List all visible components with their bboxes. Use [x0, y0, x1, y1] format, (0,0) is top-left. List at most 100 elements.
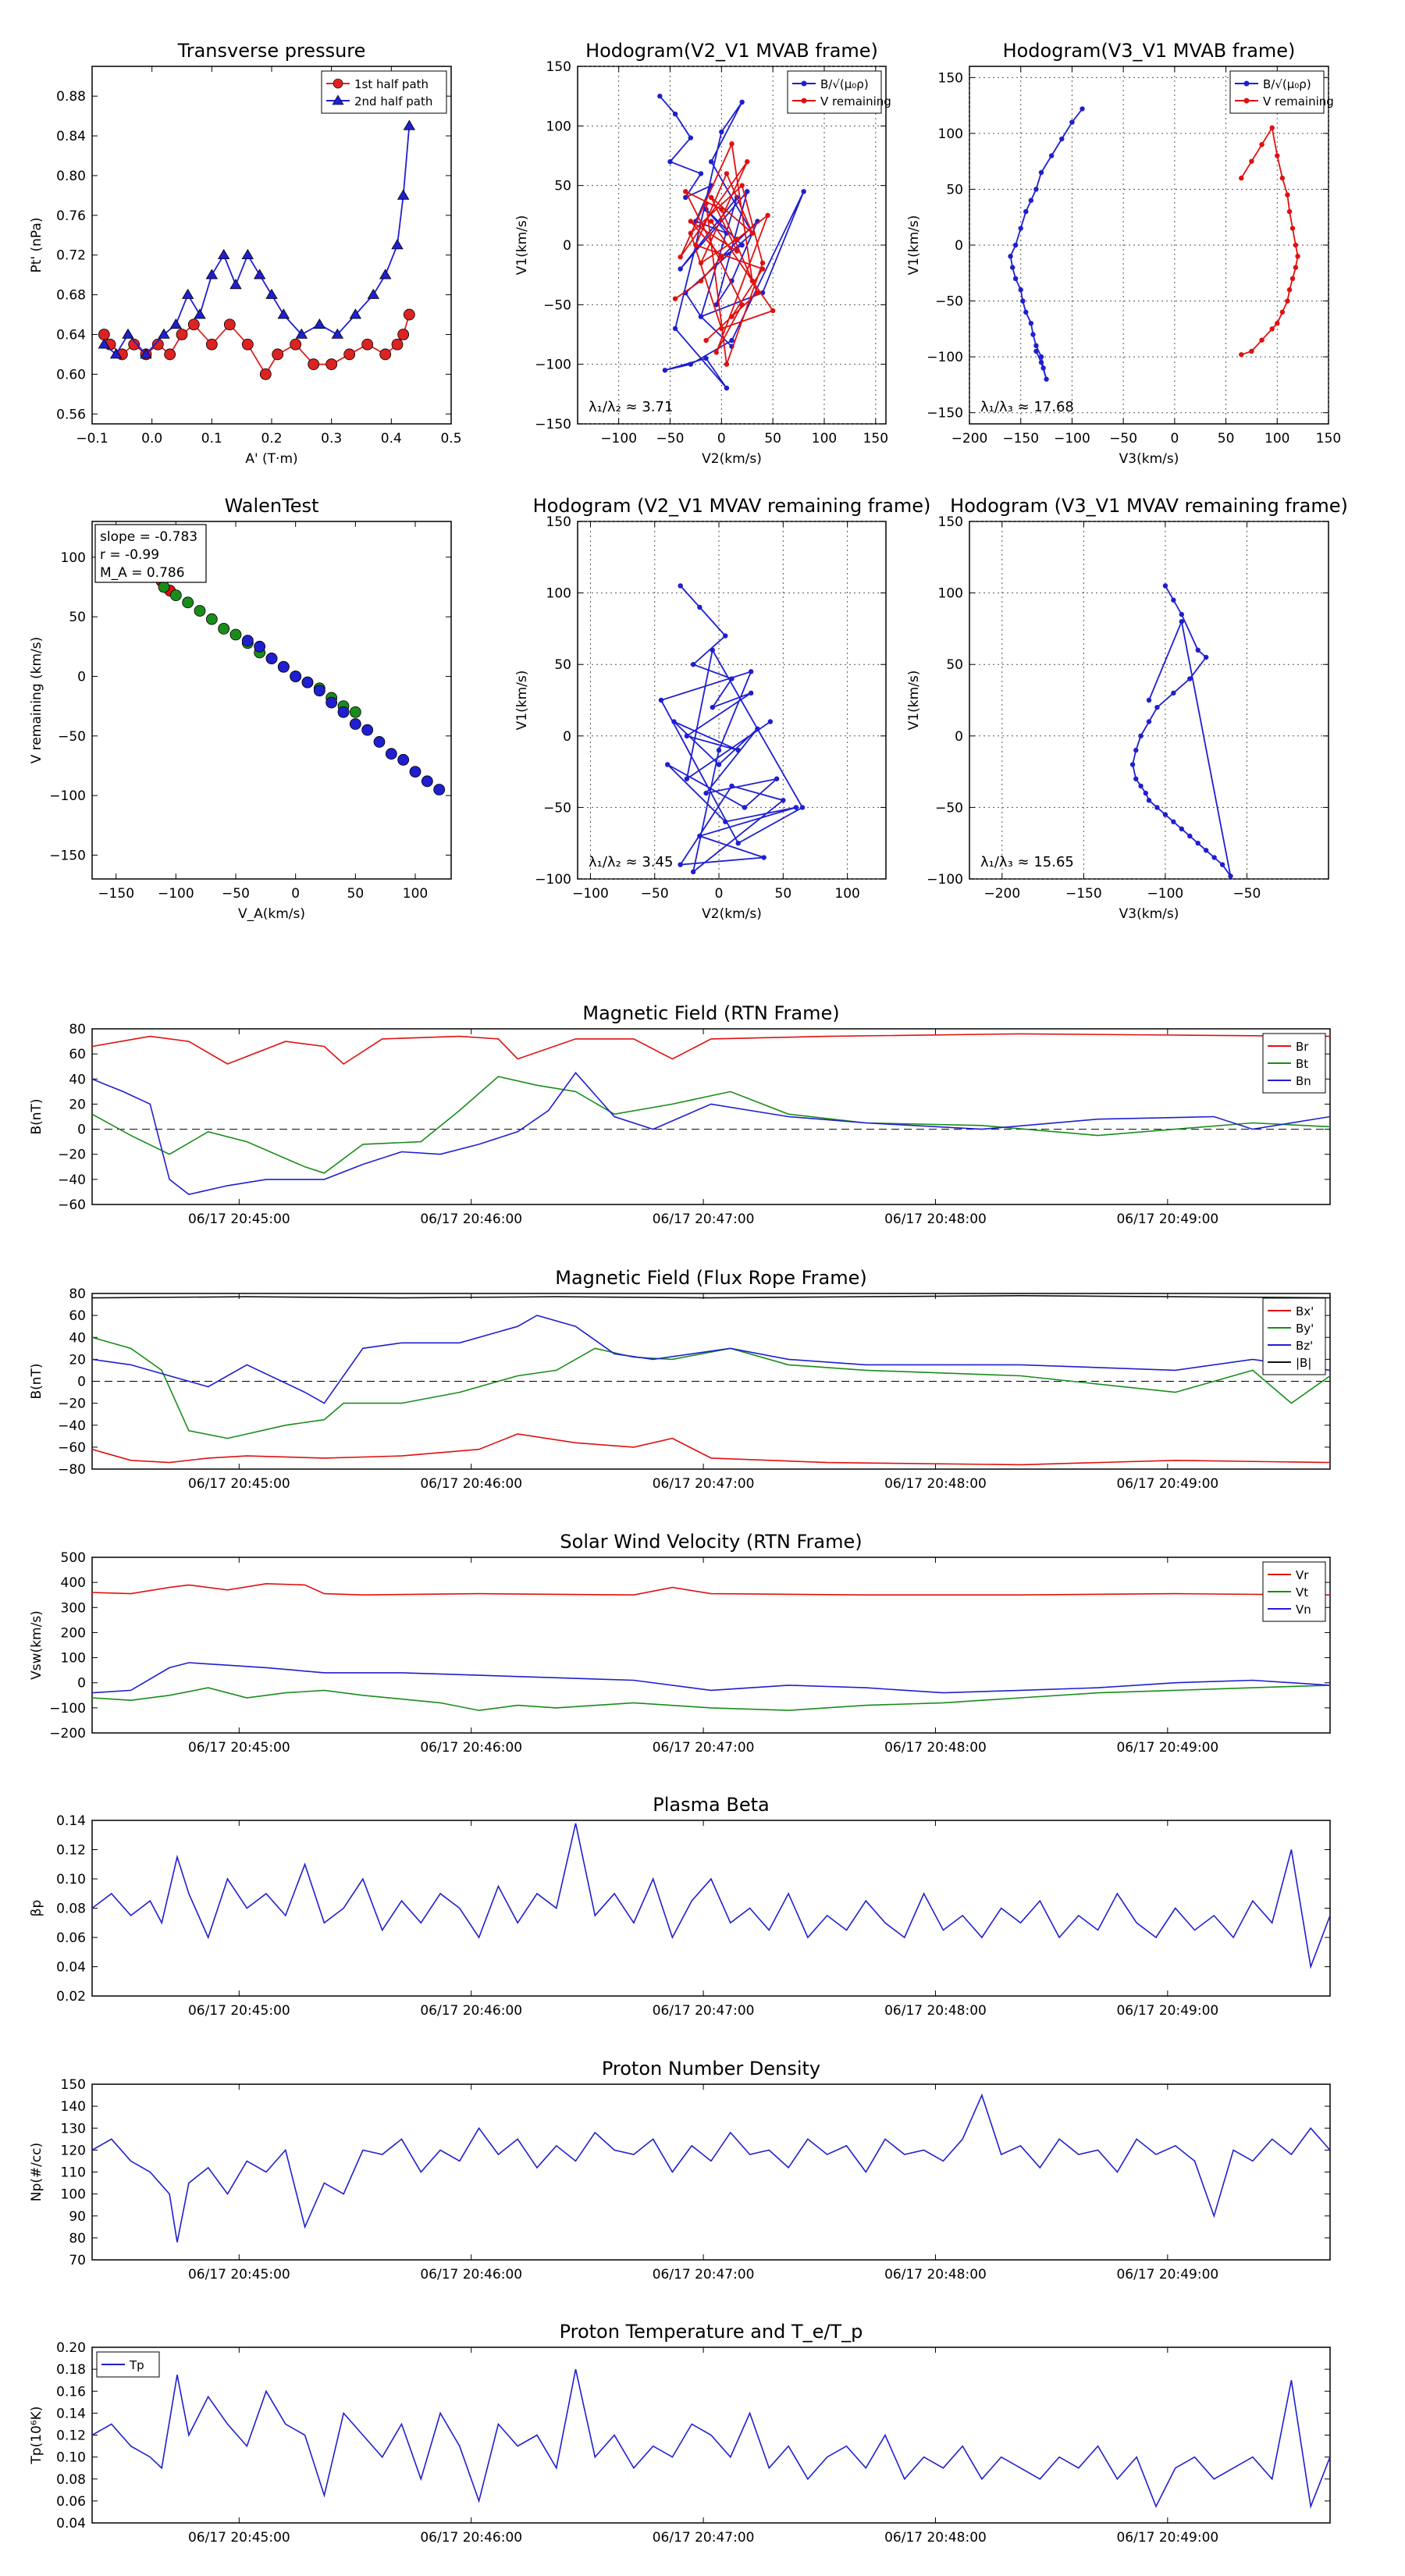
x-tick-label: 0.3: [321, 431, 342, 447]
y-tick-label: 100: [61, 1651, 86, 1667]
x-tick-label: −0.1: [76, 431, 108, 447]
data-point: [1286, 208, 1293, 215]
data-point: [1228, 873, 1233, 879]
y-tick-label: −150: [927, 406, 963, 422]
data-point: [1146, 719, 1152, 724]
x-tick-label: 06/17 20:46:00: [420, 1212, 522, 1227]
data-point: [693, 242, 699, 248]
legend-label: B/√(μ₀ρ): [820, 77, 869, 91]
y-tick-label: 0.80: [56, 169, 86, 184]
x-tick-label: 06/17 20:45:00: [188, 1212, 290, 1227]
data-point: [181, 288, 194, 299]
plot-area: [110, 525, 446, 795]
data-point: [1239, 175, 1244, 181]
x-tick-label: 06/17 20:48:00: [884, 1212, 987, 1227]
data-point: [708, 194, 714, 201]
x-tick-label: −150: [1065, 886, 1102, 902]
data-point: [729, 783, 735, 789]
data-point: [1171, 819, 1176, 824]
y-axis-label: Pt' (nPa): [29, 218, 44, 273]
data-point: [729, 314, 735, 319]
data-point: [672, 326, 678, 332]
y-tick-label: 0.14: [56, 1813, 86, 1829]
data-point: [1179, 611, 1185, 617]
x-tick-label: 0.0: [141, 431, 162, 447]
plot-area: [657, 93, 806, 391]
data-point: [739, 302, 745, 308]
y-tick-label: 0.72: [56, 248, 86, 264]
y-axis-label: Vsw(km/s): [29, 1610, 44, 1680]
y-tick-label: 500: [61, 1550, 86, 1566]
x-tick-label: 06/17 20:49:00: [1116, 1740, 1218, 1756]
data-point: [217, 248, 230, 260]
y-tick-label: 0.88: [56, 89, 86, 105]
x-tick-label: 06/17 20:45:00: [188, 2530, 290, 2546]
data-point: [301, 676, 314, 688]
chart-bfield: 06/17 20:45:00 06/17 20:46:00 06/17 20:47:…: [29, 1002, 1331, 1227]
x-tick-label: 150: [1316, 431, 1341, 447]
data-point: [667, 158, 673, 165]
data-point: [781, 798, 786, 803]
y-tick-label: 0.08: [56, 1902, 86, 1917]
data-point: [678, 862, 683, 867]
series-line-vr: [92, 1582, 1330, 1596]
legend: Vr Vt Vn: [1262, 1561, 1326, 1622]
x-tick-label: 150: [863, 431, 888, 447]
data-point: [1048, 153, 1055, 158]
data-point: [1203, 654, 1209, 660]
data-point: [397, 753, 410, 766]
data-point: [770, 308, 776, 314]
data-point: [313, 685, 325, 697]
y-tick-label: −50: [543, 297, 571, 313]
data-point: [735, 841, 741, 846]
x-tick-label: 06/17 20:47:00: [653, 1476, 755, 1492]
legend-label: 1st half path: [354, 77, 429, 91]
data-point: [109, 348, 123, 359]
y-tick-label: 0.12: [56, 1843, 86, 1859]
x-tick-label: 06/17 20:47:00: [653, 1740, 755, 1756]
data-point: [724, 361, 730, 367]
chart-title: Hodogram(V3_V1 MVAB frame): [1003, 40, 1296, 62]
data-point: [713, 302, 719, 308]
data-point: [194, 308, 206, 319]
y-tick-label: 0: [77, 1676, 86, 1692]
y-tick-label: 0.10: [56, 2450, 86, 2466]
y-axis-label: V1(km/s): [514, 215, 530, 276]
plot-area: [92, 1823, 1330, 1969]
data-point: [748, 669, 754, 674]
x-tick-label: 06/17 20:48:00: [884, 1476, 987, 1492]
x-tick-label: 06/17 20:49:00: [1116, 2267, 1218, 2282]
x-axis-label: A' (T·m): [245, 451, 297, 467]
y-tick-label: 0: [563, 238, 571, 254]
data-point: [391, 338, 404, 350]
data-point: [742, 805, 748, 810]
data-point: [703, 355, 709, 361]
data-point: [1008, 254, 1013, 259]
data-point: [277, 660, 290, 673]
data-point: [690, 869, 696, 875]
legend-box: [787, 70, 882, 114]
x-tick-label: 100: [812, 431, 837, 447]
data-point: [735, 747, 741, 753]
data-point: [678, 583, 683, 589]
data-point: [1259, 141, 1264, 148]
y-tick-label: 60: [69, 1308, 86, 1324]
legend-label: |B|: [1296, 1356, 1311, 1370]
data-point: [698, 314, 704, 319]
data-point: [158, 328, 170, 339]
y-tick-label: 0.20: [56, 2340, 86, 2356]
data-point: [1249, 158, 1254, 164]
data-point: [799, 805, 806, 810]
y-axis-label: V1(km/s): [906, 671, 922, 731]
data-point: [739, 99, 745, 105]
data-point: [241, 248, 254, 260]
legend-label: Bz': [1296, 1339, 1313, 1353]
data-point: [1162, 583, 1168, 589]
y-tick-label: 150: [938, 514, 963, 530]
data-point: [684, 733, 690, 738]
data-point: [719, 326, 724, 332]
plot-frame: [91, 2083, 1331, 2261]
data-point: [1239, 352, 1244, 358]
